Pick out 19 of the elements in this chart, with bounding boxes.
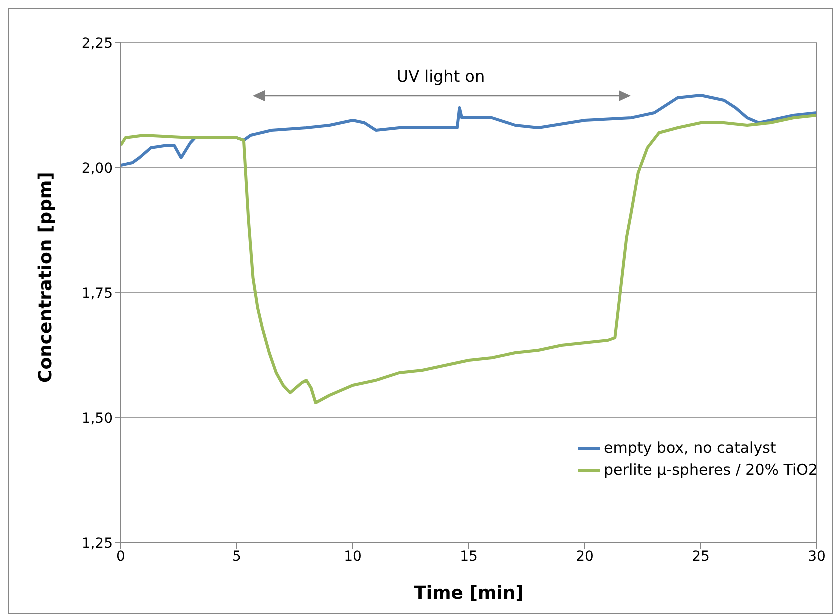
legend-label: empty box, no catalyst [604, 439, 776, 457]
y-tick-label: 2,00 [82, 160, 113, 177]
x-tick-label: 30 [808, 548, 826, 565]
line-series [121, 94, 817, 167]
line-series [121, 114, 817, 404]
y-tick-label: 1,75 [82, 286, 113, 302]
annotation: UV light on [396, 67, 486, 86]
x-tick-label: 20 [576, 548, 594, 565]
y-tick-label: 1,50 [82, 410, 113, 427]
legend-label: perlite µ-spheres / 20% TiO2 [604, 461, 818, 479]
y-tick-label: 1,25 [82, 536, 113, 552]
y-axis-title: Concentration [ppm] [35, 172, 56, 383]
x-axis-title: Time [min] [414, 583, 524, 604]
x-tick-label: 10 [344, 548, 362, 565]
y-tick-label: 2,25 [82, 36, 113, 52]
x-tick-label: 15 [460, 548, 478, 565]
x-tick-label: 0 [116, 548, 126, 565]
x-tick-label: 25 [692, 548, 710, 565]
x-tick-label: 5 [232, 548, 242, 565]
